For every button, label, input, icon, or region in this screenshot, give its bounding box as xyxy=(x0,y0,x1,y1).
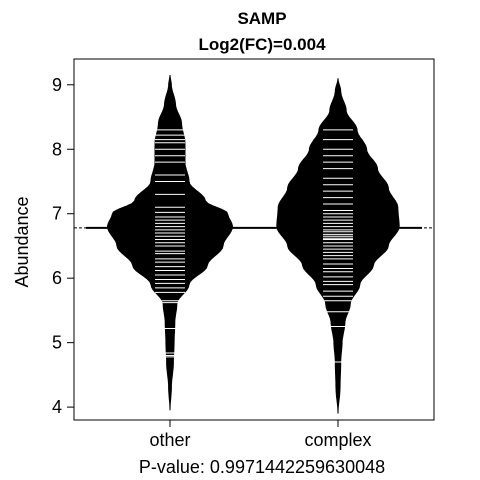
x-axis-label: P-value: 0.9971442259630048 xyxy=(139,457,385,477)
chart-subtitle: Log2(FC)=0.004 xyxy=(198,35,326,54)
y-tick-label: 6 xyxy=(52,268,62,288)
chart-title: SAMP xyxy=(237,9,286,28)
y-tick-label: 4 xyxy=(52,397,62,417)
plot-area: 4 5 6 7 8 9 other complex xyxy=(52,58,435,450)
plot-frame xyxy=(73,58,435,421)
x-tick-label-other: other xyxy=(149,430,190,450)
y-axis-label: Abundance xyxy=(12,196,32,287)
y-tick-label: 9 xyxy=(52,75,62,95)
y-tick-label: 8 xyxy=(52,139,62,159)
x-tick-label-complex: complex xyxy=(304,430,371,450)
y-tick-label: 5 xyxy=(52,333,62,353)
y-tick-label: 7 xyxy=(52,204,62,224)
